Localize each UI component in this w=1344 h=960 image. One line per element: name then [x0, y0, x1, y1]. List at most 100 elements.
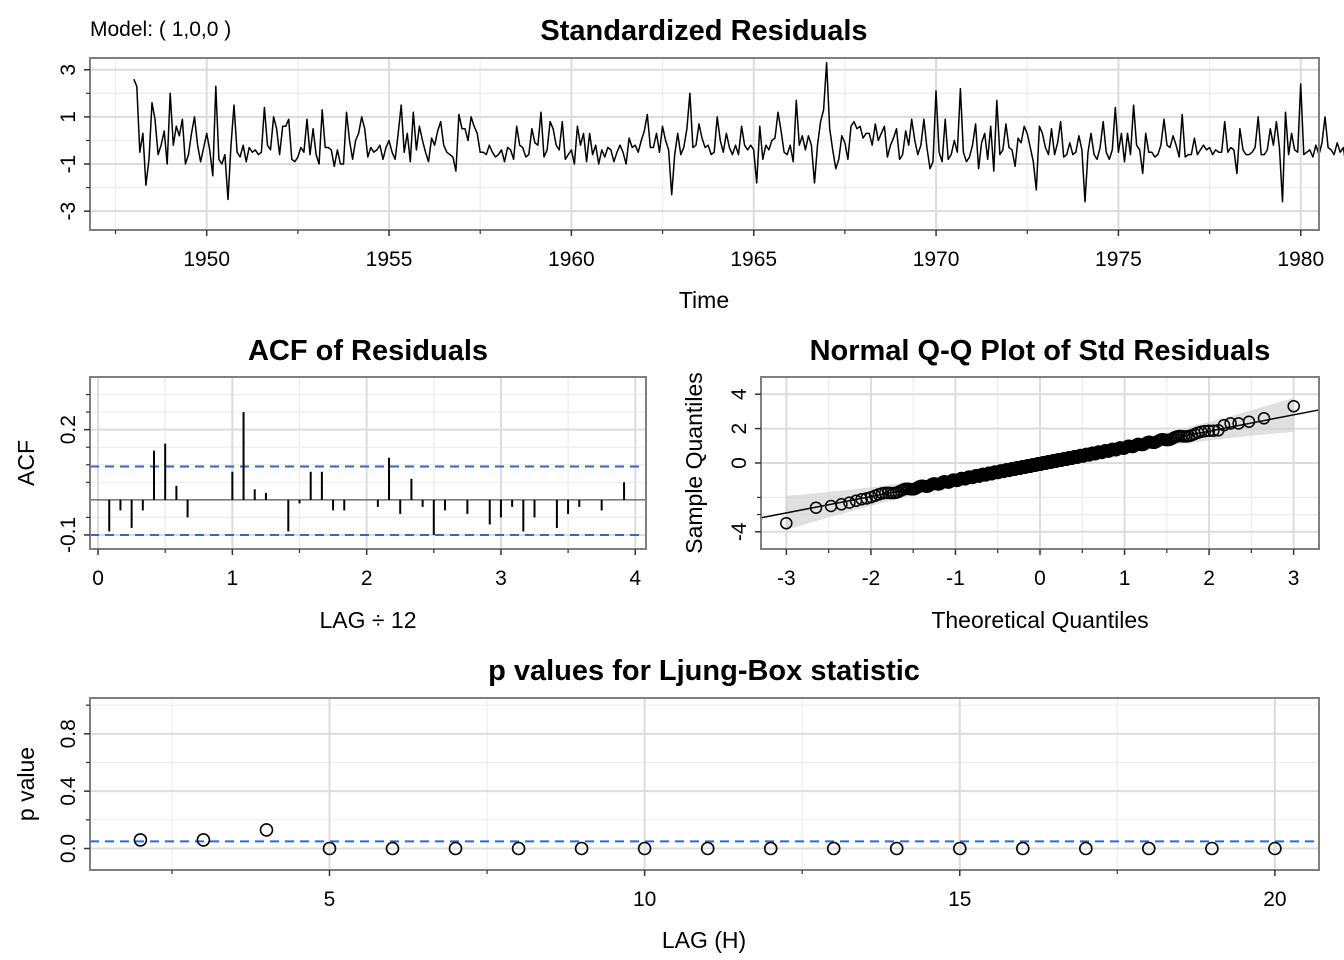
acf-title: ACF of Residuals — [248, 335, 488, 367]
residuals-title: Standardized Residuals — [540, 15, 867, 47]
qq-title: Normal Q-Q Plot of Std Residuals — [810, 335, 1271, 367]
acf-frame — [89, 376, 647, 550]
ljung-point — [385, 841, 400, 856]
residuals-x-ticks: 1950 1955 1960 1965 1970 1975 1980 — [114, 230, 1324, 271]
acf-y-tick-label: -0.1 — [57, 517, 80, 553]
qq-point — [1242, 415, 1256, 428]
acf-x-tick-label: 3 — [495, 567, 507, 590]
ljung-point — [952, 841, 967, 856]
qq-y-tick-label: 2 — [728, 423, 751, 435]
acf-grid — [90, 377, 646, 549]
qq-point — [855, 492, 868, 506]
residuals-y-tick-label: 3 — [57, 64, 80, 76]
qq-point — [1257, 412, 1271, 425]
ljung-x-tick-label: 10 — [633, 888, 656, 911]
qq-y-tick-label: -4 — [728, 522, 751, 541]
residuals-x-tick-label: 1955 — [366, 248, 413, 271]
ljung-title: p values for Ljung-Box statistic — [488, 655, 920, 687]
ljung-point — [889, 841, 904, 856]
acf-y-tick-label: 0.2 — [57, 415, 80, 444]
qq-x-tick-label: 1 — [1119, 567, 1131, 590]
ljung-point — [511, 841, 526, 856]
ljung-point — [322, 841, 337, 856]
ljung-y-ticks: 0.0 0.4 0.8 — [57, 704, 90, 863]
qq-x-tick-label: 0 — [1034, 567, 1046, 590]
ljung-point — [1079, 841, 1093, 856]
ljung-point — [1268, 841, 1282, 856]
ljung-point — [1015, 841, 1030, 856]
ljung-point — [1205, 841, 1219, 856]
residuals-y-ticks: -3 -1 1 3 — [57, 64, 90, 221]
qq-x-tick-label: 2 — [1203, 567, 1215, 590]
ljung-point — [700, 841, 715, 856]
acf-bars — [90, 412, 646, 536]
qq-x-ticks: -3 -2 -1 0 1 2 3 — [777, 549, 1299, 590]
residuals-y-tick-label: -1 — [57, 155, 80, 174]
qq-x-tick-label: -3 — [777, 567, 796, 590]
residuals-y-tick-label: 1 — [57, 111, 80, 123]
ljung-frame — [89, 697, 1320, 871]
qq-y-tick-label: 4 — [728, 388, 751, 400]
residuals-x-label: Time — [679, 287, 729, 313]
residuals-x-tick-label: 1950 — [183, 248, 230, 271]
ljung-point — [448, 841, 463, 856]
ljung-point — [196, 833, 211, 847]
qq-point — [1198, 424, 1212, 438]
qq-points — [760, 397, 1320, 530]
acf-x-tick-label: 2 — [361, 567, 373, 590]
qq-y-label: Sample Quantiles — [681, 372, 707, 554]
qq-point — [809, 501, 823, 514]
qq-x-tick-label: 3 — [1288, 567, 1300, 590]
ljung-x-tick-label: 5 — [324, 888, 336, 911]
panel-residuals: Standardized Residuals 1950 1955 1960 1965 1… — [57, 15, 1344, 313]
residuals-y-tick-label: -3 — [57, 202, 80, 221]
residuals-line — [133, 61, 1344, 203]
acf-x-tick-label: 1 — [227, 567, 239, 590]
model-note: Model: ( 1,0,0 ) — [90, 18, 231, 41]
qq-y-tick-label: 0 — [728, 457, 751, 469]
qq-point — [780, 516, 793, 530]
ljung-point — [574, 841, 589, 856]
ljung-point — [763, 841, 778, 856]
qq-point — [1207, 424, 1220, 437]
qq-point — [1217, 418, 1231, 432]
qq-grid — [761, 377, 1319, 549]
ljung-y-tick-label: 0.4 — [57, 776, 80, 806]
acf-x-tick-label: 0 — [92, 567, 104, 590]
qq-point — [1224, 417, 1237, 430]
ljung-y-tick-label: 0.0 — [57, 834, 80, 863]
ljung-grid — [90, 698, 1319, 870]
acf-y-ticks: -0.1 0.2 — [57, 393, 90, 553]
qq-x-tick-label: -1 — [946, 567, 965, 590]
residuals-x-tick-label: 1960 — [548, 248, 595, 271]
qq-x-label: Theoretical Quantiles — [931, 607, 1148, 633]
ljung-point — [1142, 841, 1156, 856]
ljung-x-label: LAG (H) — [662, 927, 746, 953]
ljung-y-tick-label: 0.8 — [57, 719, 80, 748]
qq-point — [1202, 424, 1216, 438]
ljung-x-tick-label: 20 — [1263, 888, 1286, 911]
qq-x-tick-label: -2 — [862, 567, 881, 590]
panel-qq: Normal Q-Q Plot of Std Residuals -3 -2 -1 0… — [681, 335, 1320, 633]
ljung-point — [637, 841, 652, 856]
residuals-x-tick-label: 1965 — [730, 248, 777, 271]
ljung-x-tick-label: 15 — [948, 888, 971, 911]
residuals-x-tick-label: 1980 — [1277, 248, 1324, 271]
ljung-points — [90, 823, 1319, 856]
residuals-x-tick-label: 1970 — [913, 248, 960, 271]
ljung-point — [259, 823, 274, 837]
acf-y-label: ACF — [13, 440, 39, 486]
qq-point — [843, 496, 856, 509]
residuals-x-tick-label: 1975 — [1095, 248, 1142, 271]
qq-point — [1287, 399, 1300, 413]
ljung-y-label: p value — [13, 747, 39, 821]
acf-x-tick-label: 4 — [629, 567, 641, 590]
panel-ljung-box: p values for Ljung-Box statistic 5 10 15 20… — [13, 655, 1320, 953]
residuals-frame — [89, 57, 1320, 231]
qq-point — [835, 498, 848, 511]
acf-x-label: LAG ÷ 12 — [319, 607, 416, 633]
residuals-grid — [90, 58, 1319, 230]
qq-y-ticks: -4 0 2 4 — [728, 388, 761, 541]
